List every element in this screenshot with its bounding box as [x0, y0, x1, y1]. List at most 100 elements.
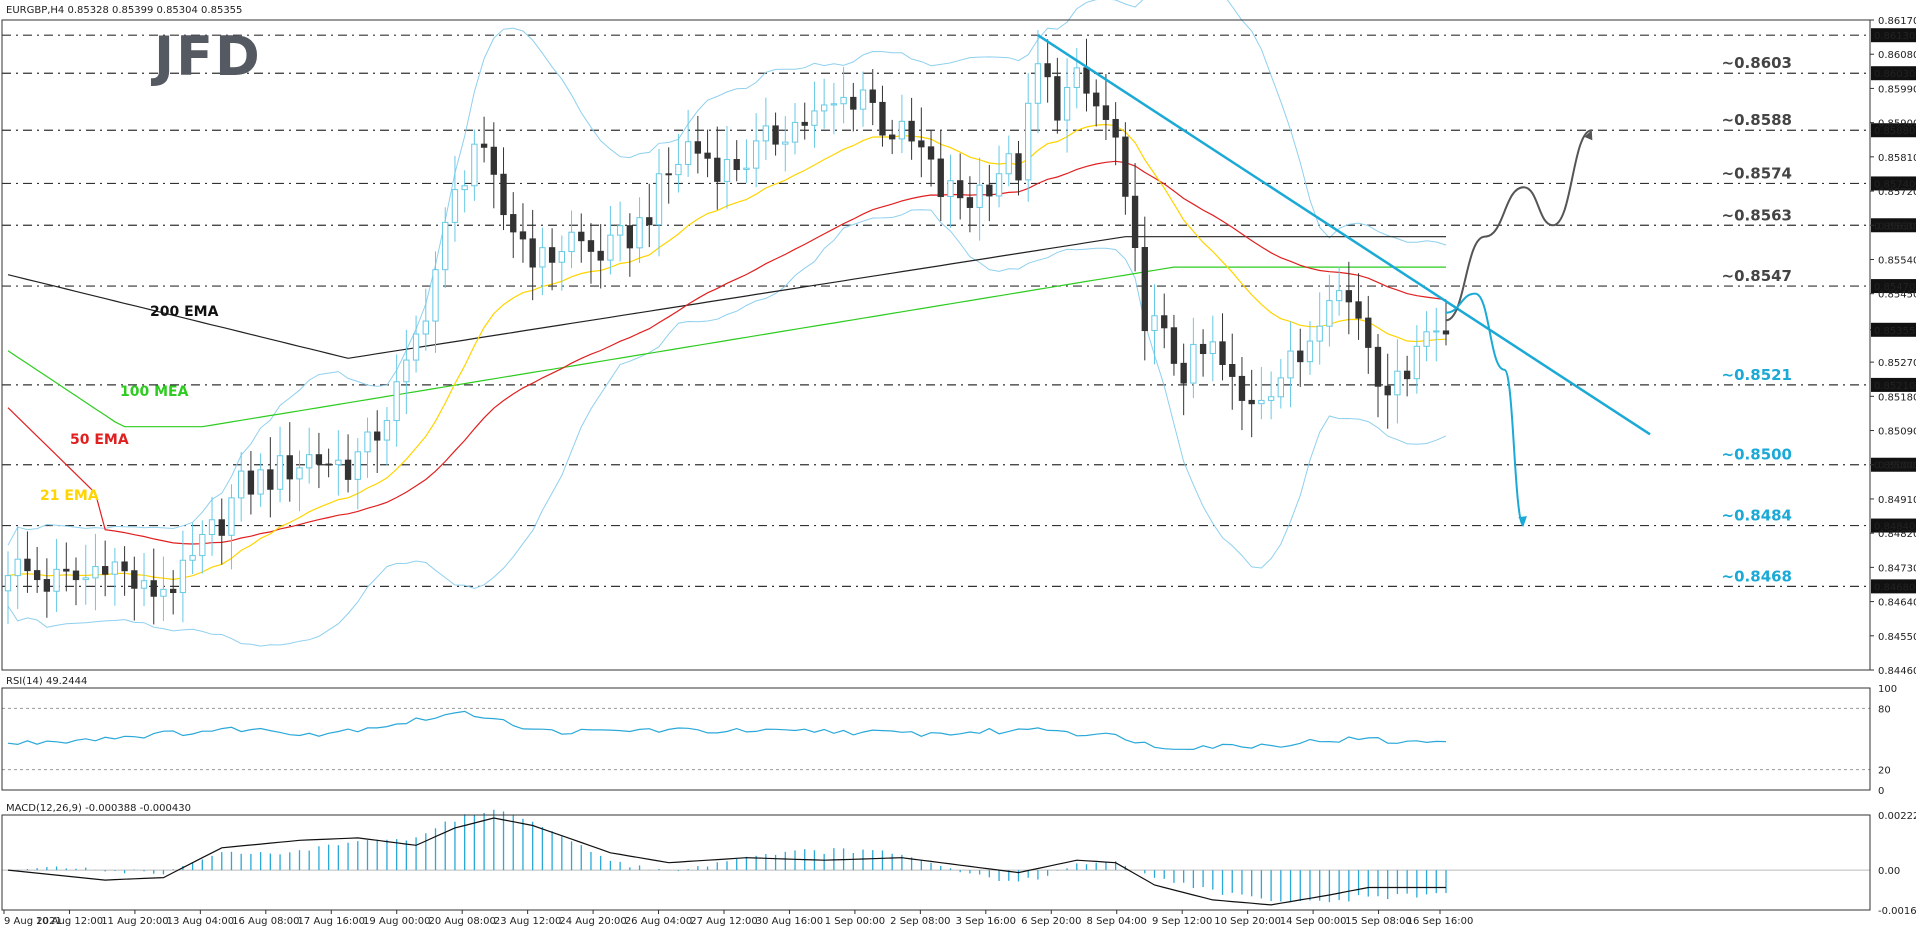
candle	[247, 450, 255, 515]
bullish-scenario-arrow-head	[1584, 130, 1593, 141]
price-tick-label: 0.85720	[1878, 187, 1916, 198]
macd-tick-label: -0.001606	[1878, 906, 1916, 917]
candle-body	[442, 221, 449, 271]
level-annotation: ~0.8603	[1722, 54, 1792, 72]
level-price-tag-text: 0.85210	[1874, 381, 1915, 392]
candle-body	[150, 580, 157, 597]
candle	[1025, 73, 1032, 202]
candle	[131, 556, 138, 621]
price-tick-label: 0.85810	[1878, 153, 1916, 164]
candle-body	[675, 163, 682, 176]
price-tick-label: 0.84730	[1878, 563, 1916, 574]
level-price-tag	[1871, 176, 1916, 191]
bollinger-lower	[7, 209, 1447, 647]
candle-body	[170, 588, 177, 594]
level-price-tag	[1871, 579, 1916, 594]
candle	[1034, 30, 1042, 134]
time-tick-label: 30 Aug 16:00	[756, 916, 823, 927]
candle	[92, 533, 99, 611]
candle	[374, 410, 381, 473]
candle-body	[957, 180, 964, 199]
candle-body	[548, 247, 556, 263]
candle	[1151, 284, 1158, 365]
candle-body	[995, 173, 1003, 197]
candle	[228, 484, 235, 570]
candle-body	[451, 189, 459, 223]
candle	[43, 558, 51, 618]
candle	[1374, 334, 1382, 418]
candle-body	[626, 225, 634, 249]
candle-body	[733, 159, 740, 171]
price-tick-label: 0.84820	[1878, 529, 1916, 540]
candle-body	[247, 470, 255, 495]
price-tick-label: 0.85630	[1878, 221, 1916, 232]
candle-body	[558, 251, 565, 263]
candle	[315, 432, 323, 489]
candle	[1122, 122, 1129, 215]
candle-body	[889, 134, 896, 140]
candle	[179, 530, 187, 623]
candle-body	[1277, 377, 1284, 398]
price-tick-label: 0.84640	[1878, 598, 1916, 609]
level-price-tag	[1871, 279, 1916, 294]
time-tick-label: 10 Aug 12:00	[36, 916, 103, 927]
bearish-scenario-arrow-head	[1518, 516, 1527, 526]
candle	[286, 422, 293, 502]
candle	[344, 434, 352, 493]
current-price-tag	[1871, 322, 1916, 337]
candle-body	[1345, 290, 1353, 303]
candle	[1355, 273, 1362, 340]
candle	[801, 102, 808, 140]
level-price-tag	[1871, 518, 1916, 533]
candle-body	[986, 184, 993, 197]
candle-body	[1102, 105, 1110, 120]
candle-body	[257, 469, 264, 495]
price-tick-label: 0.86080	[1878, 50, 1916, 61]
candle	[908, 97, 915, 160]
candle-body	[1365, 317, 1372, 348]
candle	[1112, 102, 1119, 166]
candle-body	[1297, 350, 1304, 363]
candle-body	[43, 579, 51, 592]
candle	[296, 450, 303, 512]
candle-body	[218, 519, 225, 536]
level-price-tag-text: 0.85000	[1874, 461, 1915, 472]
candle-body	[101, 566, 109, 575]
candle-body	[791, 121, 799, 143]
candle	[1063, 58, 1071, 153]
candle-body	[296, 467, 303, 480]
candle-body	[238, 470, 245, 499]
candle	[626, 213, 634, 277]
level-annotation: ~0.8547	[1722, 267, 1792, 285]
candle-body	[72, 570, 80, 581]
candle-body	[1063, 86, 1071, 121]
level-price-tag	[1871, 28, 1916, 43]
price-tick-label: 0.86170	[1878, 16, 1916, 27]
level-price-tag-text: 0.85470	[1874, 282, 1915, 293]
candle	[957, 153, 964, 220]
candle-body	[306, 454, 313, 469]
price-tick-label: 0.85450	[1878, 290, 1916, 301]
candle-body	[1025, 102, 1032, 181]
candle-body	[432, 269, 439, 322]
rsi-tick-label: 80	[1878, 704, 1891, 715]
level-price-tag-text: 0.85630	[1874, 221, 1915, 232]
candle-body	[63, 568, 70, 572]
level-price-tag	[1871, 123, 1916, 138]
time-tick-label: 2 Sep 08:00	[890, 916, 950, 927]
candle	[976, 157, 983, 241]
time-tick-label: 9 Aug 2021	[4, 916, 62, 927]
candle-body	[364, 431, 371, 453]
candle-body	[519, 231, 527, 240]
candle-body	[947, 180, 954, 198]
candle-body	[918, 140, 925, 148]
bearish-scenario-arrow-path	[1445, 292, 1525, 527]
candle	[986, 164, 993, 222]
candle-body	[811, 110, 818, 126]
candle	[257, 453, 264, 507]
candle	[140, 553, 148, 607]
candle	[840, 67, 847, 124]
candle-body	[228, 497, 235, 536]
candle	[1170, 314, 1178, 376]
